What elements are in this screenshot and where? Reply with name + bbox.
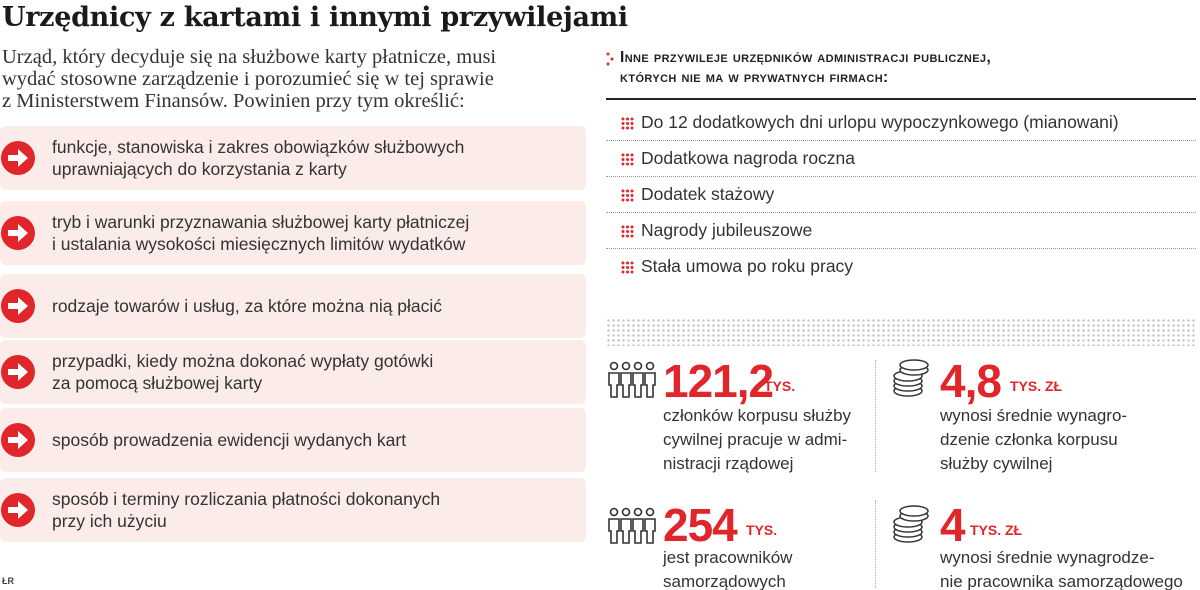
requirement-text: sposób prowadzenia ewidencji wydanych ka… — [52, 430, 407, 450]
stat-value: 4 — [940, 499, 966, 551]
stat-block: 254 TYS. jest pracowników samorządowych — [606, 500, 871, 590]
people-icon — [608, 507, 656, 544]
stat-block: 121,2 TYS. członków korpusu służby cywil… — [606, 356, 871, 476]
stat-description: nie pracownika samorządowego — [940, 572, 1183, 590]
requirement-item: rodzaje towarów i usług, za które można … — [0, 274, 586, 338]
coins-icon — [893, 505, 929, 543]
requirement-item: przypadki, kiedy można dokonać wypłaty g… — [0, 340, 586, 404]
grid-dots-icon — [621, 153, 634, 166]
stat-value: 254 — [663, 499, 738, 551]
intro-paragraph: Urząd, który decyduje się na służbowe ka… — [2, 46, 562, 112]
coins-icon — [893, 359, 929, 397]
arrow-right-icon — [1, 423, 35, 457]
bullet-dots-icon — [606, 52, 614, 66]
arrow-right-icon — [1, 216, 35, 250]
privilege-item: Dodatkowa nagroda roczna — [606, 141, 1196, 177]
privilege-text: Do 12 dodatkowych dni urlopu wypoczynkow… — [641, 112, 1119, 132]
arrow-right-icon — [1, 289, 35, 323]
requirement-text: za pomocą służbowej karty — [52, 373, 263, 393]
arrow-right-icon — [1, 141, 35, 175]
stat-block: 4 TYS. ZŁ wynosi średnie wynagrodze- nie… — [886, 500, 1196, 590]
requirement-text: funkcje, stanowiska i zakres obowiązków … — [52, 137, 465, 157]
intro-line: wydać stosowne zarządzenie i porozumieć … — [2, 68, 494, 90]
author-credit: ŁR — [2, 576, 14, 586]
stat-description: jest pracowników — [663, 548, 793, 567]
requirement-item: sposób i terminy rozliczania płatności d… — [0, 478, 586, 542]
stat-description: dzenie członka korpusu — [940, 430, 1118, 449]
requirement-text: uprawniających do korzystania z karty — [52, 159, 347, 179]
stat-unit: TYS. — [764, 378, 796, 394]
stat-unit: TYS. — [746, 522, 778, 538]
requirement-text: rodzaje towarów i usług, za które można … — [52, 296, 443, 316]
stat-description: wynosi średnie wynagrodze- — [940, 548, 1155, 567]
stat-value: 121,2 — [663, 355, 774, 407]
intro-line: Urząd, który decyduje się na służbowe ka… — [2, 46, 497, 68]
requirement-text: przypadki, kiedy można dokonać wypłaty g… — [52, 351, 434, 371]
heading-divider — [606, 98, 1196, 100]
stat-value: 4,8 — [940, 355, 1002, 407]
privileges-heading-line: Inne przywileje urzędników administracji… — [620, 49, 992, 66]
intro-line: z Ministerstwem Finansów. Powinien przy … — [2, 90, 465, 112]
grid-dots-icon — [621, 261, 634, 274]
privilege-text: Nagrody jubileuszowe — [641, 220, 813, 240]
stat-divider — [875, 360, 876, 472]
grid-dots-icon — [621, 117, 634, 130]
stat-unit: TYS. ZŁ — [1010, 378, 1063, 394]
requirement-item: sposób prowadzenia ewidencji wydanych ka… — [0, 408, 586, 472]
privilege-item: Dodatek stażowy — [606, 177, 1196, 213]
privilege-item: Stała umowa po roku pracy — [606, 249, 1196, 285]
requirement-text: przy ich użyciu — [52, 511, 167, 531]
stat-description: członków korpusu służby — [663, 406, 852, 425]
stat-block: 4,8 TYS. ZŁ wynosi średnie wynagro- dzen… — [886, 356, 1196, 476]
stat-description: samorządowych — [663, 572, 786, 590]
requirement-text: i ustalania wysokości miesięcznych limit… — [52, 234, 466, 254]
privileges-heading: Inne przywileje urzędników administracji… — [606, 48, 1196, 88]
arrow-right-icon — [1, 493, 35, 527]
page-title: Urzędnicy z kartami i innymi przywilejam… — [2, 2, 628, 33]
stat-description: nistracji rządowej — [663, 454, 794, 473]
grid-dots-icon — [621, 189, 634, 202]
stat-description: cywilnej pracuje w admi- — [663, 430, 848, 449]
privilege-text: Dodatkowa nagroda roczna — [641, 148, 856, 168]
grid-dots-icon — [621, 225, 634, 238]
arrow-right-icon — [1, 355, 35, 389]
privilege-item: Nagrody jubileuszowe — [606, 213, 1196, 249]
stat-divider — [875, 500, 876, 588]
stat-description: wynosi średnie wynagro- — [940, 406, 1128, 425]
privilege-item: Do 12 dodatkowych dni urlopu wypoczynkow… — [606, 105, 1196, 141]
privilege-text: Stała umowa po roku pracy — [641, 256, 854, 276]
requirement-item: tryb i warunki przyznawania służbowej ka… — [0, 201, 586, 265]
privileges-heading-line: których nie ma w prywatnych firmach: — [620, 69, 889, 86]
people-icon — [608, 361, 656, 398]
dotted-separator — [606, 318, 1196, 346]
requirement-item: funkcje, stanowiska i zakres obowiązków … — [0, 126, 586, 190]
privilege-text: Dodatek stażowy — [641, 184, 775, 204]
stat-description: służby cywilnej — [940, 454, 1053, 473]
requirement-text: tryb i warunki przyznawania służbowej ka… — [52, 212, 470, 232]
requirement-text: sposób i terminy rozliczania płatności d… — [52, 489, 441, 509]
stat-unit: TYS. ZŁ — [970, 522, 1023, 538]
